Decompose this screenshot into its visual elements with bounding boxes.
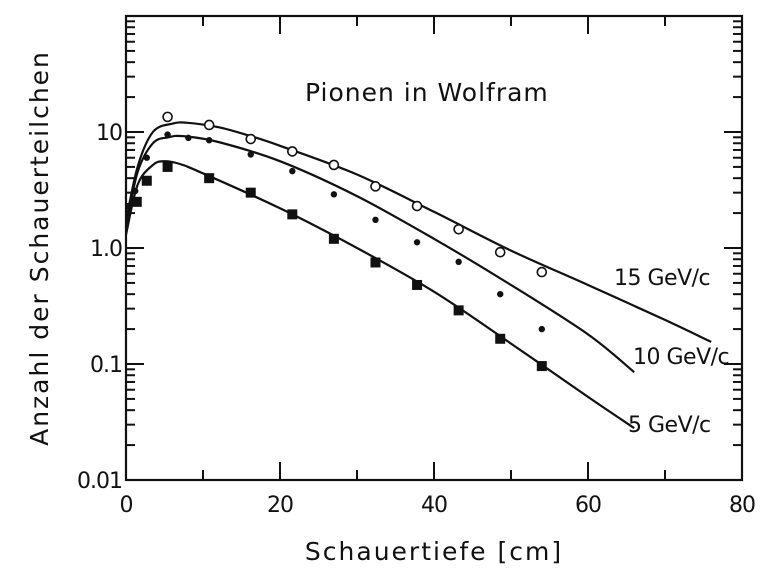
data-point — [125, 202, 132, 210]
x-axis-title: Schauertiefe [cm] — [305, 537, 563, 566]
x-tick-label: 40 — [421, 493, 447, 518]
data-point — [164, 131, 171, 138]
data-point — [455, 258, 462, 266]
fit-curves — [124, 121, 712, 430]
data-point — [205, 136, 213, 144]
fit-curve — [124, 160, 635, 430]
fit-curve — [124, 121, 712, 343]
data-point — [162, 161, 173, 172]
series-label: 5 GeV/c — [628, 413, 711, 438]
x-tick-label: 60 — [575, 493, 601, 518]
data-point — [132, 187, 139, 195]
data-point — [495, 333, 506, 344]
data-point — [330, 191, 338, 198]
plot-title: Pionen in Wolfram — [305, 78, 549, 107]
data-point — [328, 159, 340, 171]
y-tick-label: 0.1 — [90, 353, 122, 378]
data-point — [536, 361, 547, 372]
data-point — [287, 209, 298, 220]
x-tick-label: 20 — [267, 493, 293, 518]
data-point — [412, 279, 423, 290]
series-labels: 15 GeV/c 10 GeV/c 5 GeV/c — [614, 266, 730, 438]
data-point — [162, 111, 173, 123]
data-point — [411, 200, 423, 212]
data-point — [203, 119, 215, 131]
series-label: 10 GeV/c — [633, 345, 729, 370]
data-point — [413, 239, 421, 246]
series-label: 15 GeV/c — [614, 266, 710, 291]
data-point — [370, 181, 381, 192]
y-axis-title: Anzahl der Schauerteilchen — [25, 50, 54, 446]
data-point — [453, 305, 464, 316]
data-point — [536, 266, 548, 278]
data-point — [185, 134, 192, 142]
data-point — [287, 146, 298, 157]
data-point — [143, 154, 150, 161]
x-tick-label: 0 — [120, 493, 133, 518]
data-point — [497, 290, 504, 298]
data-point — [453, 223, 464, 235]
data-point — [245, 187, 256, 198]
y-tick-label: 10 — [96, 121, 122, 146]
y-tick-label: 1.0 — [90, 237, 122, 262]
data-point — [247, 151, 254, 158]
data-point — [328, 233, 339, 244]
data-markers — [125, 111, 548, 372]
data-point — [131, 196, 142, 207]
fit-curve — [124, 134, 635, 374]
data-point — [245, 133, 257, 145]
data-point — [538, 325, 545, 333]
data-point — [370, 257, 381, 268]
x-tick-label: 80 — [729, 493, 755, 518]
tick-labels: 0 20 40 60 80 0.01 0.1 1.0 10 — [77, 121, 756, 518]
data-point — [372, 216, 379, 224]
data-point — [289, 167, 296, 175]
data-point — [494, 246, 506, 258]
data-point — [141, 175, 152, 186]
y-tick-label: 0.01 — [77, 469, 122, 494]
data-point — [204, 173, 215, 184]
